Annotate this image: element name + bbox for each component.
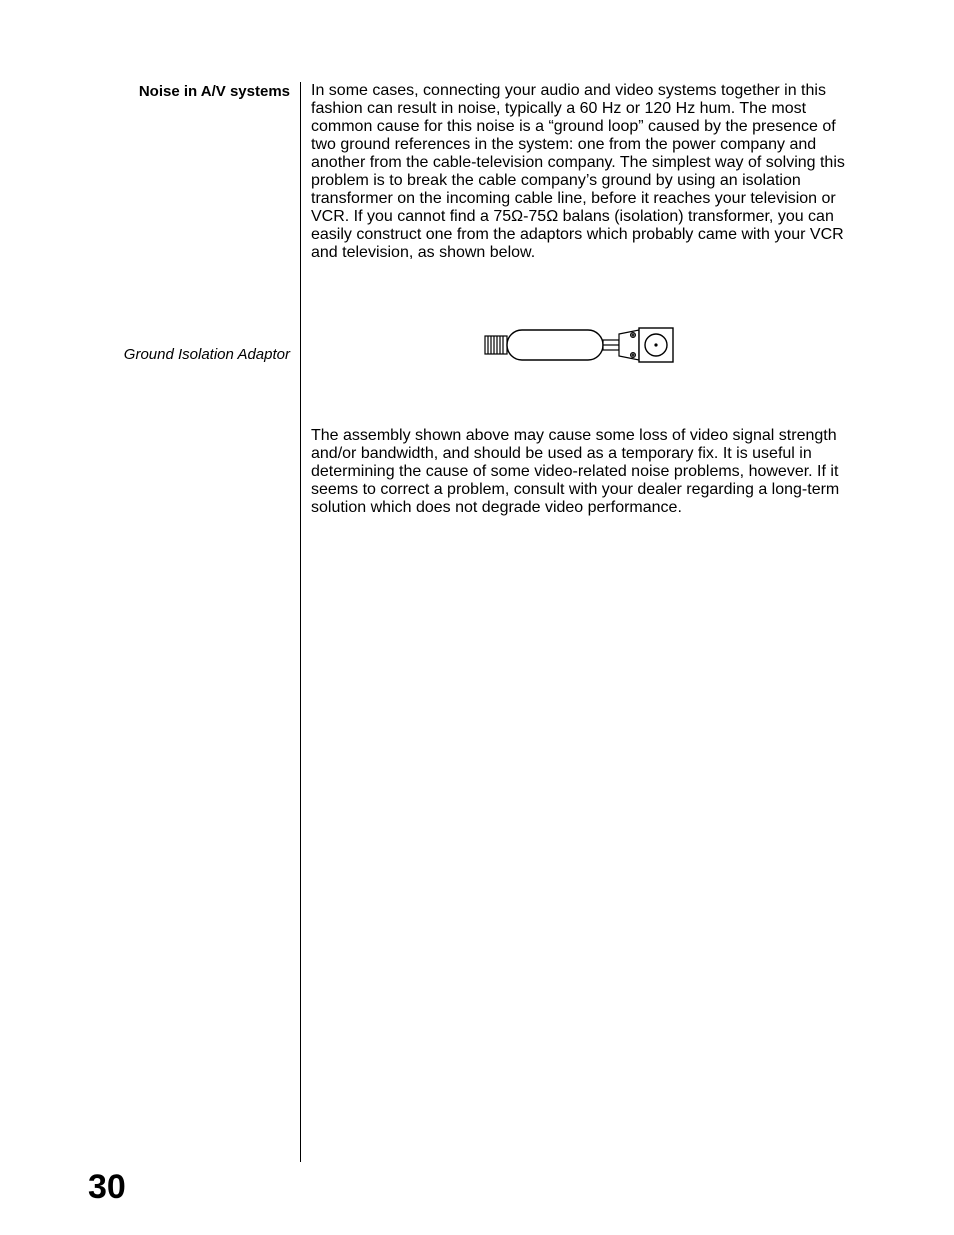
noise-body-text: In some cases, connecting your audio and… <box>311 82 861 262</box>
followup-body-text: The assembly shown above may cause some … <box>311 427 861 517</box>
two-column-layout: Noise in A/V systems Ground Isolation Ad… <box>0 82 954 1162</box>
section-heading-noise: Noise in A/V systems <box>0 82 300 101</box>
adaptor-diagram-icon <box>481 320 691 370</box>
page: Noise in A/V systems Ground Isolation Ad… <box>0 0 954 1235</box>
page-number: 30 <box>88 1168 126 1207</box>
body-column: In some cases, connecting your audio and… <box>301 82 861 1162</box>
ground-isolation-figure <box>311 262 861 427</box>
figure-caption: Ground Isolation Adaptor <box>0 345 300 364</box>
spacer <box>0 101 300 345</box>
margin-label-column: Noise in A/V systems Ground Isolation Ad… <box>0 82 300 1162</box>
